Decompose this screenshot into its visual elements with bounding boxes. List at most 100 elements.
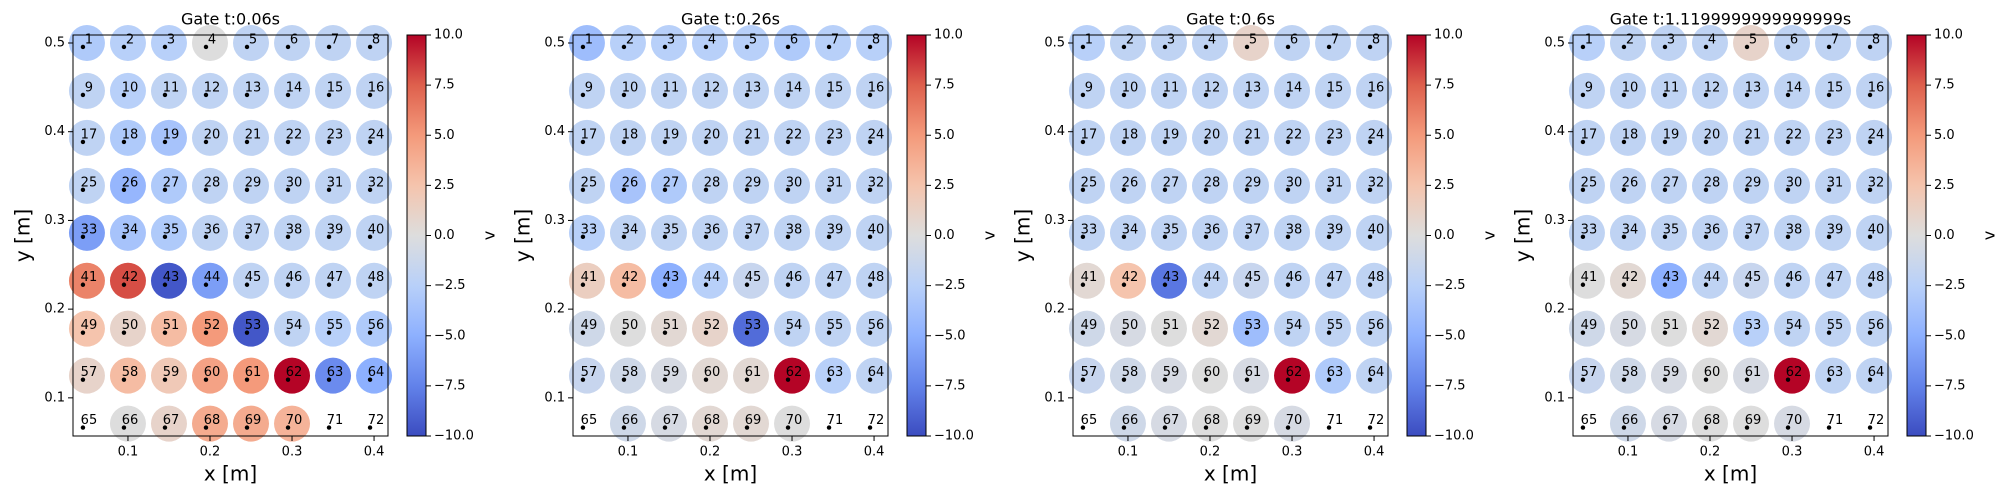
- node-label: 39: [827, 222, 844, 237]
- node: [315, 119, 352, 156]
- node-dot: [1826, 377, 1832, 382]
- node: [1274, 119, 1311, 156]
- node-label: 57: [1581, 365, 1598, 380]
- node: [691, 310, 728, 347]
- node-label: 19: [163, 127, 180, 142]
- node-label: 12: [1704, 80, 1721, 95]
- node-label: 27: [663, 175, 680, 190]
- node-dot: [203, 92, 209, 98]
- node-label: 43: [1663, 270, 1680, 285]
- colorbar-tick-label: −7.5: [434, 378, 466, 393]
- node-dot: [1785, 234, 1791, 240]
- node-dot: [1826, 44, 1832, 50]
- node: [733, 167, 770, 204]
- node-dot: [1285, 44, 1291, 50]
- node-label: 23: [327, 127, 344, 142]
- node-dot: [1662, 377, 1668, 382]
- node: [815, 262, 852, 299]
- node: [1815, 357, 1852, 394]
- node-label: 53: [245, 318, 262, 333]
- node: [356, 167, 393, 204]
- node-label: 55: [1327, 318, 1344, 333]
- node-label: 18: [622, 127, 639, 142]
- node: [1691, 405, 1728, 442]
- node-label: 51: [663, 318, 680, 333]
- node-dot: [1203, 187, 1209, 193]
- node-dot: [826, 377, 832, 382]
- node-label: 5: [1749, 32, 1757, 47]
- colorbar-tick-label: −2.5: [934, 278, 966, 293]
- node-dot: [662, 187, 668, 193]
- node-dot: [1162, 234, 1168, 240]
- node-dot: [1121, 139, 1127, 145]
- node-label: 6: [790, 32, 798, 47]
- y-tick-label: 0.5: [44, 35, 65, 50]
- node-dot: [1244, 425, 1250, 430]
- node-label: 45: [745, 270, 762, 285]
- node-dot: [162, 92, 168, 98]
- node-dot: [703, 425, 709, 430]
- node: [1815, 119, 1852, 156]
- node-label: 60: [1704, 365, 1721, 380]
- node-dot: [1080, 330, 1086, 335]
- node-label: 1: [585, 32, 593, 47]
- node-dot: [1662, 234, 1668, 240]
- node: [1774, 167, 1811, 204]
- colorbar-tick-label: 0.0: [1434, 228, 1455, 243]
- node: [1733, 357, 1770, 394]
- node-dot: [662, 92, 668, 98]
- node-label: 14: [786, 80, 803, 95]
- node-dot: [162, 139, 168, 145]
- node-label: 22: [1786, 127, 1803, 142]
- node-dot: [121, 330, 127, 335]
- node: [568, 310, 605, 347]
- node: [1568, 72, 1605, 109]
- node: [568, 72, 605, 109]
- node: [1274, 214, 1311, 251]
- node: [650, 214, 687, 251]
- node: [233, 167, 270, 204]
- node: [233, 357, 270, 394]
- node-dot: [1285, 282, 1291, 287]
- node-dot: [244, 187, 250, 193]
- node-dot: [703, 44, 709, 50]
- node: [109, 405, 146, 442]
- node-label: 5: [749, 32, 757, 47]
- node-dot: [1162, 330, 1168, 335]
- node-dot: [1326, 282, 1332, 287]
- node: [1856, 310, 1893, 347]
- node-dot: [121, 139, 127, 145]
- node-dot: [662, 234, 668, 240]
- colorbar-tick-label: 0.0: [434, 228, 455, 243]
- node-dot: [1744, 377, 1750, 382]
- node-label: 70: [286, 413, 303, 428]
- node-dot: [1203, 92, 1209, 98]
- node-dot: [1580, 234, 1586, 240]
- node-dot: [580, 377, 586, 382]
- node: [68, 72, 105, 109]
- node-label: 12: [1204, 80, 1221, 95]
- y-tick-label: 0.1: [1044, 390, 1065, 405]
- node: [609, 214, 646, 251]
- node-label: 56: [1868, 318, 1885, 333]
- node: [568, 24, 605, 61]
- node-dot: [285, 377, 291, 382]
- node-label: 38: [1786, 222, 1803, 237]
- node-label: 3: [167, 32, 175, 47]
- x-tick-label: 0.2: [200, 445, 221, 460]
- node-dot: [744, 44, 750, 50]
- node-dot: [367, 92, 373, 98]
- node: [1356, 214, 1393, 251]
- chart-title: Gate t:0.26s: [681, 10, 780, 29]
- node-dot: [121, 377, 127, 382]
- node-dot: [621, 282, 627, 287]
- node-dot: [1703, 92, 1709, 98]
- node-label: 33: [1581, 222, 1598, 237]
- node-label: 42: [122, 270, 139, 285]
- node: [774, 24, 811, 61]
- node: [1691, 119, 1728, 156]
- node-dot: [1703, 44, 1709, 50]
- node: [1191, 119, 1228, 156]
- node-label: 32: [1368, 175, 1385, 190]
